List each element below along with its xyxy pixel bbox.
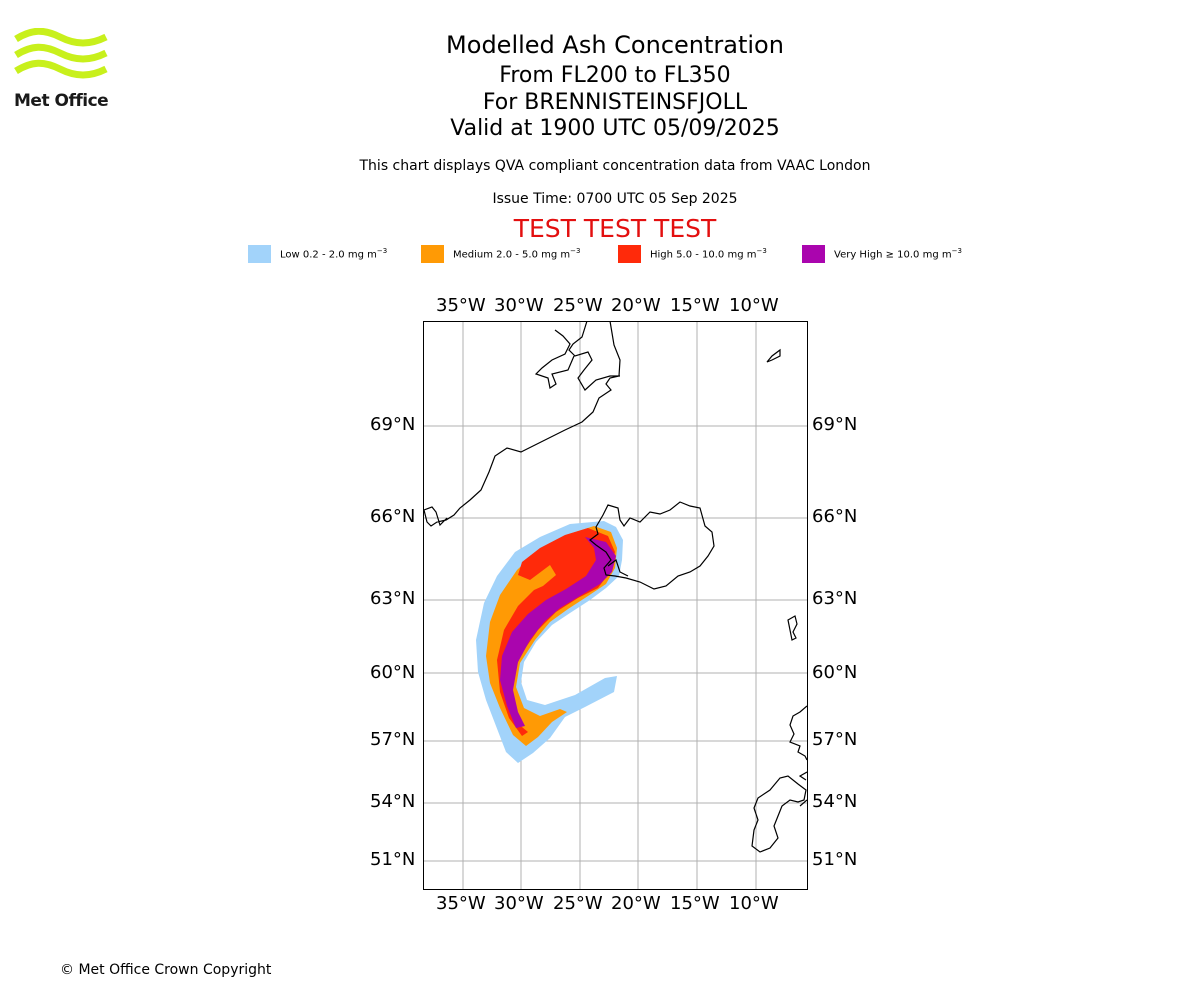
lon-tick-bottom-15w: 15°W xyxy=(670,893,720,914)
lat-tick-left-69n: 69°N xyxy=(370,414,416,435)
ash-area-very-high xyxy=(500,537,616,728)
coastlines xyxy=(423,321,807,853)
legend-swatch-medium xyxy=(421,245,444,263)
coastline-greenland xyxy=(423,321,621,527)
map-frame xyxy=(423,321,808,890)
lat-tick-right-60n: 60°N xyxy=(812,662,858,683)
chart-title: Modelled Ash Concentration xyxy=(446,31,784,59)
lat-tick-left-54n: 54°N xyxy=(370,791,416,812)
lon-tick-bottom-35w: 35°W xyxy=(436,893,486,914)
lat-tick-right-51n: 51°N xyxy=(812,849,858,870)
lat-tick-right-66n: 66°N xyxy=(812,506,858,527)
issue-time: Issue Time: 0700 UTC 05 Sep 2025 xyxy=(492,191,738,207)
lat-tick-left-51n: 51°N xyxy=(370,849,416,870)
coastline-ireland xyxy=(751,775,807,853)
lat-tick-right-69n: 69°N xyxy=(812,414,858,435)
test-banner: TEST TEST TEST xyxy=(513,214,717,243)
lon-tick-top-20w: 20°W xyxy=(611,295,661,316)
lat-tick-right-54n: 54°N xyxy=(812,791,858,812)
lat-tick-left-66n: 66°N xyxy=(370,506,416,527)
valid-time: Valid at 1900 UTC 05/09/2025 xyxy=(450,116,780,141)
copyright-notice: © Met Office Crown Copyright xyxy=(60,962,272,978)
lat-tick-left-60n: 60°N xyxy=(370,662,416,683)
lon-tick-bottom-25w: 25°W xyxy=(553,893,603,914)
volcano-name: For BRENNISTEINSFJOLL xyxy=(482,90,748,115)
legend-label-very-high: Very High ≥ 10.0 mg m xyxy=(834,249,952,261)
lon-tick-top-30w: 30°W xyxy=(494,295,544,316)
legend-label-high: High 5.0 - 10.0 mg m xyxy=(650,249,757,261)
lon-tick-top-10w: 10°W xyxy=(729,295,779,316)
legend-label-low: Low 0.2 - 2.0 mg m xyxy=(280,249,377,261)
flight-levels: From FL200 to FL350 xyxy=(499,63,731,88)
map-gridlines xyxy=(423,321,807,889)
lon-tick-top-35w: 35°W xyxy=(436,295,486,316)
lat-tick-left-57n: 57°N xyxy=(370,729,416,750)
lat-tick-right-63n: 63°N xyxy=(812,588,858,609)
met-office-logo xyxy=(14,28,108,79)
lon-tick-bottom-10w: 10°W xyxy=(729,893,779,914)
lon-tick-top-15w: 15°W xyxy=(670,295,720,316)
lon-tick-top-25w: 25°W xyxy=(553,295,603,316)
met-office-logo-text: Met Office xyxy=(14,91,109,111)
legend-swatch-low xyxy=(248,245,271,263)
lon-tick-bottom-30w: 30°W xyxy=(494,893,544,914)
legend-label-medium: Medium 2.0 - 5.0 mg m xyxy=(453,249,571,261)
coastline-iceland xyxy=(589,501,715,590)
lon-tick-bottom-20w: 20°W xyxy=(611,893,661,914)
coastline-scotland xyxy=(789,705,807,781)
legend-swatch-high xyxy=(618,245,641,263)
lat-tick-right-57n: 57°N xyxy=(812,729,858,750)
lat-tick-left-63n: 63°N xyxy=(370,588,416,609)
compliance-note: This chart displays QVA compliant concen… xyxy=(359,158,871,174)
legend-swatch-very-high xyxy=(802,245,825,263)
coastline-faroe xyxy=(787,615,798,641)
coastline-jan-mayen xyxy=(766,348,781,363)
